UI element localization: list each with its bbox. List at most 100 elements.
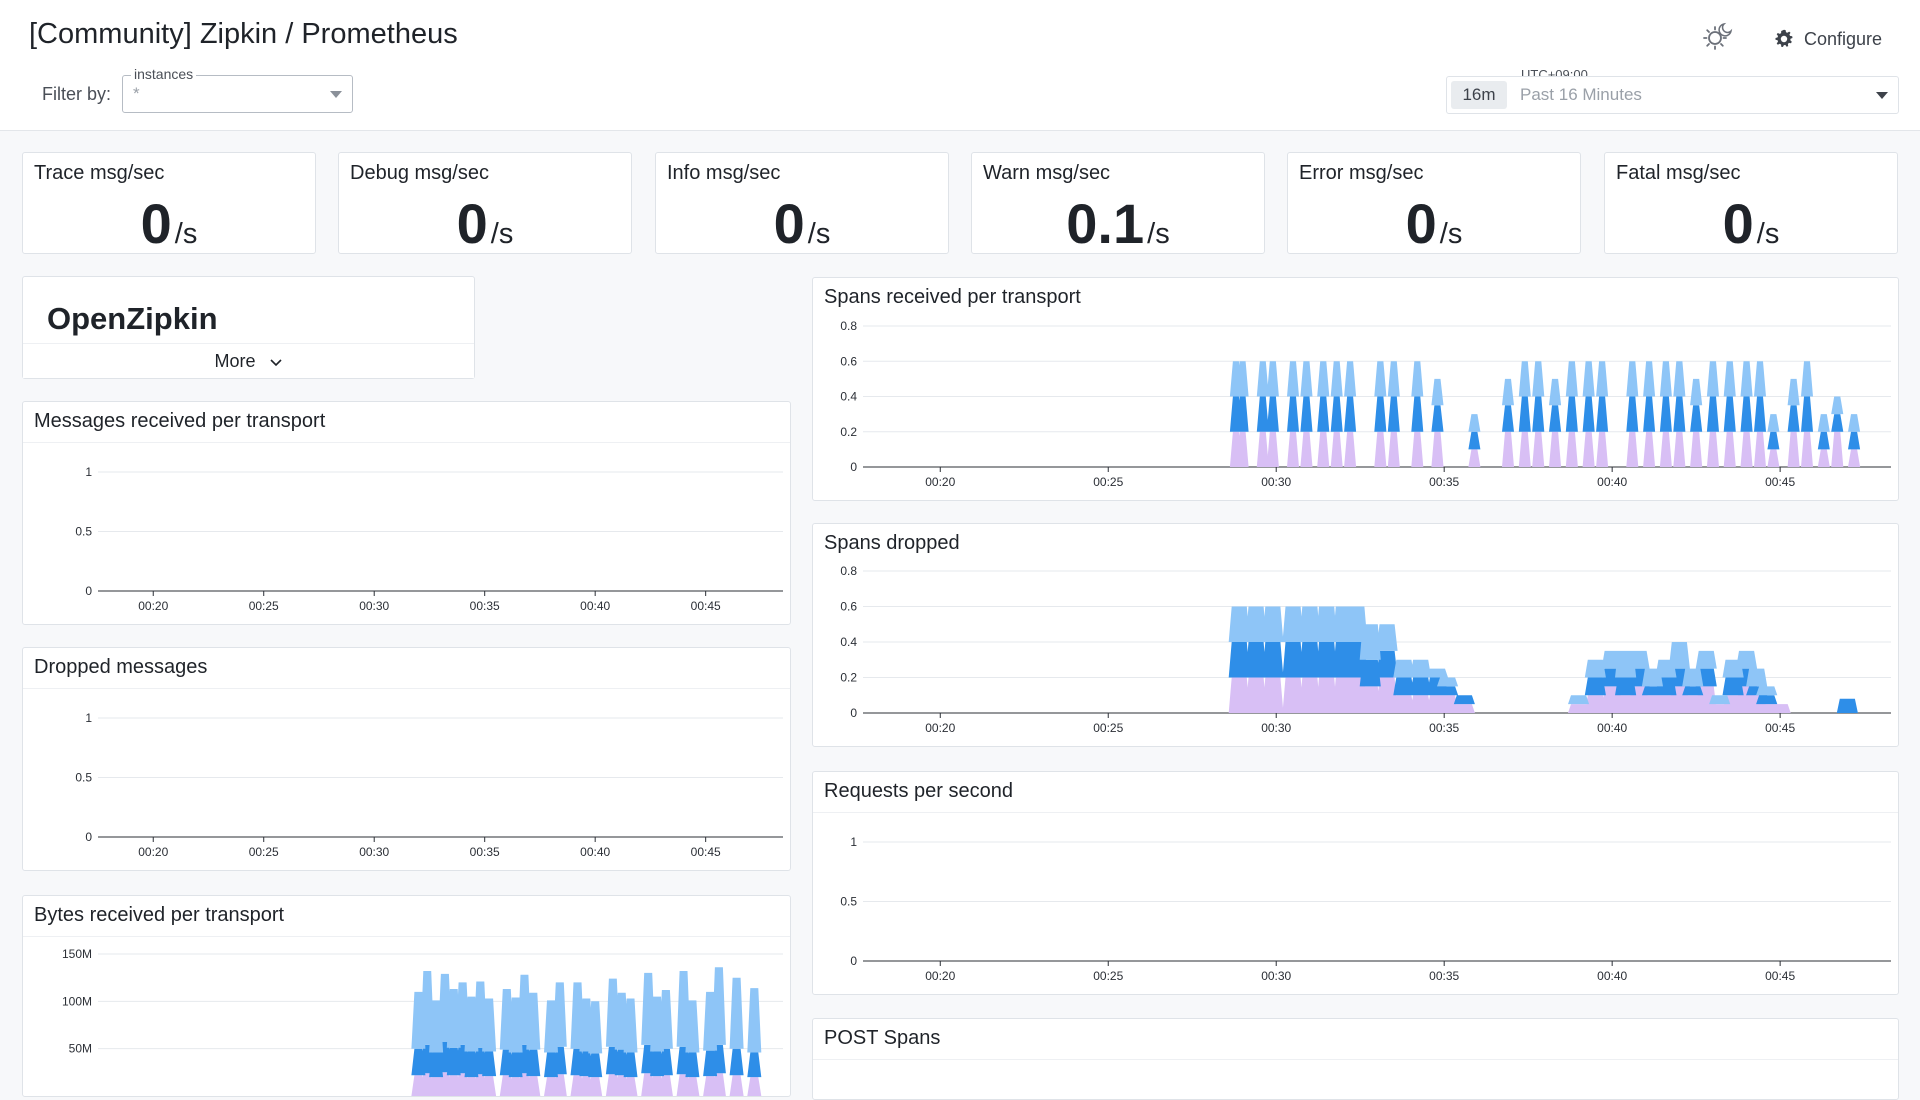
stat-card-warn: Warn msg/sec 0.1/s: [971, 152, 1265, 255]
stat-value: 0: [456, 192, 488, 255]
stat-unit: /s: [1756, 218, 1780, 250]
x-tick-label: 00:25: [1093, 721, 1123, 735]
stat-unit: /s: [1147, 218, 1170, 250]
x-tick-label: 00:25: [249, 599, 279, 613]
x-tick-label: 00:45: [1765, 969, 1795, 983]
x-tick-label: 00:40: [1597, 969, 1627, 983]
chevron-down-icon: [330, 91, 342, 98]
page-title: [Community] Zipkin / Prometheus: [29, 18, 458, 50]
y-tick-label: 0: [85, 584, 92, 598]
time-range-text: Past 16 Minutes: [1520, 85, 1642, 104]
x-tick-label: 00:25: [1093, 969, 1123, 983]
y-tick-label: 1: [850, 835, 857, 849]
stat-title: Info msg/sec: [667, 162, 781, 184]
y-tick-label: 0.2: [840, 425, 857, 439]
stat-value: 0: [1722, 192, 1754, 255]
configure-label: Configure: [1804, 28, 1883, 49]
x-tick-label: 00:35: [1429, 475, 1459, 489]
area-series-layer: [1228, 642, 1858, 713]
spans-received-chart: 0 0.2 0.4 0.6 0.8 00:20 00:25 00:30 00:35 00:40 00…: [840, 319, 1891, 489]
more-button[interactable]: More: [23, 343, 474, 378]
requests-per-second-panel: Requests per second 0 0.5 1 00:20 00:25 00:30…: [812, 771, 1899, 995]
x-tick-label: 00:30: [1261, 475, 1291, 489]
chevron-down-icon: [269, 359, 282, 367]
x-tick-label: 00:20: [138, 599, 168, 613]
stat-value: 0: [773, 192, 805, 255]
x-tick-label: 00:25: [1093, 475, 1123, 489]
stat-unit: /s: [1439, 218, 1463, 250]
x-tick-label: 00:45: [1765, 475, 1795, 489]
stat-unit: /s: [807, 218, 831, 250]
y-tick-label: 0: [85, 830, 92, 844]
configure-button[interactable]: Configure: [1774, 26, 1882, 52]
y-tick-label: 0.5: [75, 771, 92, 785]
x-tick-label: 00:35: [1429, 969, 1459, 983]
area-series-layer: [411, 1042, 762, 1078]
panel-title: Dropped messages: [34, 656, 208, 678]
y-tick-label: 50M: [69, 1042, 92, 1056]
messages-chart: 0 0.5 1 00:20 00:25 00:30 00:35 00:40 00:45: [75, 465, 783, 613]
x-tick-label: 00:40: [1597, 475, 1627, 489]
dropped-messages-panel: Dropped messages 0 0.5 1 00:20 00:25 00:30 00:…: [22, 647, 791, 871]
panel-title: Bytes received per transport: [34, 904, 285, 926]
bytes-chart: 50M 100M 150M: [62, 947, 783, 1096]
area-series-layer: [1228, 677, 1791, 713]
stat-card-info: Info msg/sec 0/s: [655, 152, 949, 255]
time-range-chip: 16m: [1451, 81, 1507, 109]
filter-legend: instances: [131, 66, 197, 82]
panel-title: Spans dropped: [824, 532, 960, 554]
panel-title: POST Spans: [824, 1027, 941, 1049]
stat-title: Fatal msg/sec: [1616, 162, 1741, 184]
y-tick-label: 0: [850, 706, 857, 720]
spans-dropped-chart: 0 0.2 0.4 0.6 0.8 00:20 00:25 00:30 00:35 00:40 00…: [840, 564, 1891, 735]
x-tick-label: 00:35: [470, 599, 500, 613]
x-tick-label: 00:25: [249, 845, 279, 859]
x-tick-label: 00:20: [925, 475, 955, 489]
theme-toggle-button[interactable]: [1700, 22, 1734, 54]
dashboard-header: [Community] Zipkin / Prometheus Filter b…: [0, 0, 1920, 131]
y-tick-label: 0.6: [840, 600, 857, 614]
x-tick-label: 00:45: [691, 845, 721, 859]
x-tick-label: 00:45: [691, 599, 721, 613]
stat-title: Warn msg/sec: [983, 162, 1111, 184]
x-tick-label: 00:40: [580, 845, 610, 859]
x-tick-label: 00:30: [1261, 969, 1291, 983]
dropped-messages-chart: 0 0.5 1 00:20 00:25 00:30 00:35 00:40 00:45: [75, 711, 783, 859]
stat-card-fatal: Fatal msg/sec 0/s: [1604, 152, 1898, 255]
x-tick-label: 00:20: [925, 969, 955, 983]
messages-received-panel: Messages received per transport 0 0.5 1 00:…: [22, 401, 791, 625]
instances-filter-select[interactable]: instances *: [122, 66, 353, 113]
y-tick-label: 0.8: [840, 319, 857, 333]
y-tick-label: 0.5: [75, 525, 92, 539]
sun-moon-icon: [1703, 22, 1733, 50]
y-tick-label: 150M: [62, 947, 92, 961]
openzipkin-note-panel: OpenZipkin More: [22, 276, 475, 379]
x-tick-label: 00:20: [925, 721, 955, 735]
filter-label: Filter by:: [42, 84, 112, 104]
stat-value: 0: [1405, 192, 1437, 255]
y-tick-label: 1: [85, 711, 92, 725]
panel-title: Messages received per transport: [34, 410, 326, 432]
requests-chart: 0 0.5 1 00:20 00:25 00:30 00:35 00:40 00:45: [840, 835, 1891, 983]
y-tick-label: 0.4: [840, 390, 857, 404]
time-range-picker[interactable]: 16m Past 16 Minutes: [1446, 76, 1899, 114]
x-tick-label: 00:20: [138, 845, 168, 859]
stat-value: 0: [140, 192, 172, 255]
x-tick-label: 00:45: [1765, 721, 1795, 735]
stat-unit: /s: [490, 218, 514, 250]
x-tick-label: 00:30: [1261, 721, 1291, 735]
stat-card-error: Error msg/sec 0/s: [1287, 152, 1581, 255]
area-series-layer: [1229, 396, 1861, 450]
y-tick-label: 0.4: [840, 635, 857, 649]
x-tick-label: 00:40: [1597, 721, 1627, 735]
area-series-layer: [411, 967, 762, 1054]
note-title: OpenZipkin: [47, 301, 218, 336]
stat-title: Error msg/sec: [1299, 162, 1424, 184]
stat-value: 0.1: [1066, 192, 1145, 255]
filter-value: *: [133, 84, 140, 103]
stat-card-trace: Trace msg/sec 0/s: [22, 152, 316, 255]
x-tick-label: 00:30: [359, 599, 389, 613]
y-tick-label: 0.6: [840, 354, 857, 368]
panel-title: Spans received per transport: [824, 286, 1081, 308]
gear-icon: [1775, 29, 1793, 47]
